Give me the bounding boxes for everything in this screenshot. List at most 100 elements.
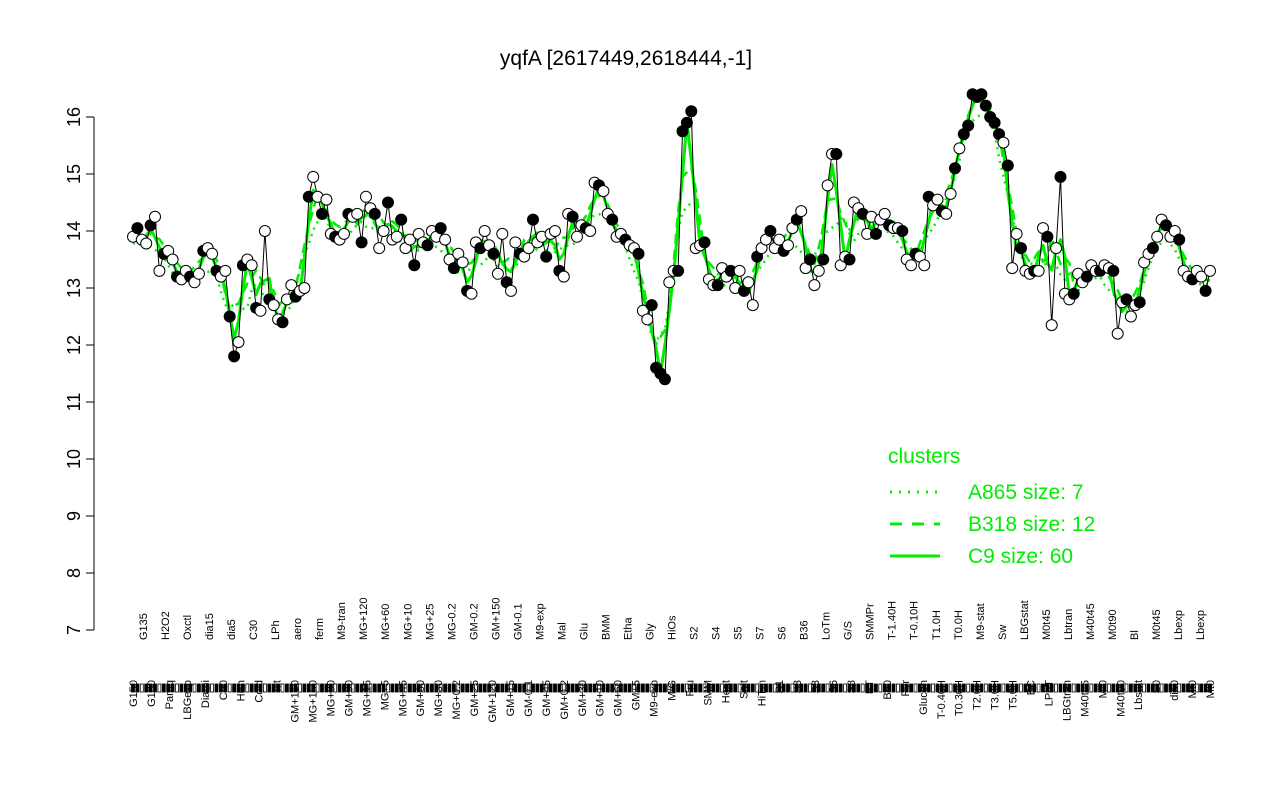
x-rug-mark [830,683,834,693]
x-tick-label: LoTm [821,612,833,640]
x-rug-mark [509,683,513,693]
x-tick-label: G135 [138,613,150,640]
data-point [680,116,693,129]
x-rug-mark [1080,683,1085,693]
data-point [773,233,786,246]
x-rug-mark [627,683,632,693]
y-tick-label: 9 [64,511,84,521]
data-point [905,259,918,272]
data-point [606,213,619,226]
data-point [496,227,509,240]
x-rug-mark [429,683,434,693]
x-tick-label: GM+30 [577,680,589,716]
x-rug-mark [561,683,566,693]
x-rug-mark [1023,683,1028,693]
x-rug-mark [1071,683,1076,693]
data-point [940,207,953,220]
x-rug-mark [1199,683,1204,693]
data-point [953,142,966,155]
x-rug-mark [1019,683,1023,693]
x-rug-mark [610,683,615,693]
data-point [698,236,711,249]
data-point [1173,233,1186,246]
x-rug-mark [794,683,799,693]
data-point [584,225,597,237]
x-tick-label: S0 [1151,680,1163,693]
x-tick-label: Mal [556,622,568,640]
x-rug-mark [271,683,276,693]
x-rug-mark [975,683,979,693]
x-tick-label: Sw [997,625,1009,640]
x-rug-mark [1142,683,1146,693]
x-tick-label: GM+0.2 [559,680,571,719]
x-rug-mark [372,683,377,693]
x-rug-mark [575,683,579,693]
x-tick-label: Salt [738,680,750,699]
data-point [685,105,698,118]
x-tick-label: T2.0H [972,680,984,710]
x-tick-label: MG+30 [433,680,445,716]
x-rug-mark [1120,683,1124,693]
x-rug-mark [601,683,606,693]
x-rug-mark [364,683,368,693]
x-tick-label: T5.0H [1008,680,1020,710]
x-rug-mark [605,683,610,693]
x-rug-mark [720,683,724,693]
chart-title: yqfA [2617449,2618444,-1] [500,47,752,70]
x-rug-mark [196,683,201,693]
x-rug-mark [328,683,333,693]
x-tick-label: MG+45 [397,680,409,716]
x-rug-mark [289,683,294,693]
data-point [298,282,311,294]
x-rug-mark [1186,683,1190,693]
x-rug-mark [513,683,518,693]
x-tick-label: S8 [846,680,858,693]
data-point [821,179,834,192]
data-point [663,276,676,289]
data-point [1107,264,1120,277]
data-point [658,373,671,386]
x-tick-label: Lbtran [1063,609,1075,640]
data-point [1204,264,1216,277]
data-point [192,267,205,280]
x-rug-mark [1115,683,1120,693]
x-rug-mark [909,683,913,693]
x-rug-mark [865,683,869,693]
x-tick-label: dia15 [204,613,216,640]
x-rug-mark [500,683,505,693]
data-point [338,227,350,240]
data-point [975,88,988,101]
x-rug-mark [711,683,716,693]
x-rug-mark [1045,683,1050,693]
x-rug-mark [350,683,355,693]
x-rug-mark [262,683,267,693]
x-rug-mark [1111,683,1116,693]
x-rug-mark [548,683,553,693]
x-rug-mark [403,683,408,693]
x-rug-mark [443,683,448,693]
x-rug-mark [1155,683,1160,693]
data-point [140,237,153,250]
x-tick-label: Glu [578,623,590,640]
x-rug-mark [953,683,957,693]
legend-title: clusters [888,445,960,468]
x-tick-label: Etha [623,616,635,640]
x-rug-mark [482,683,487,693]
x-rug-mark [368,683,373,693]
x-rug-mark [144,683,149,693]
x-rug-mark [320,683,324,693]
x-rug-mark [306,683,311,693]
data-point [408,259,421,272]
data-point [979,99,992,112]
data-point [131,222,144,235]
x-rug-mark [447,683,452,693]
x-rug-mark [803,683,808,693]
x-rug-mark [821,683,826,693]
x-rug-mark [733,683,738,693]
x-tick-label: G/S [843,621,855,640]
x-rug-mark [724,683,729,693]
x-rug-mark [355,683,360,693]
x-rug-mark [153,683,157,693]
x-rug-mark [293,683,298,693]
x-tick-label: S2 [689,627,701,640]
